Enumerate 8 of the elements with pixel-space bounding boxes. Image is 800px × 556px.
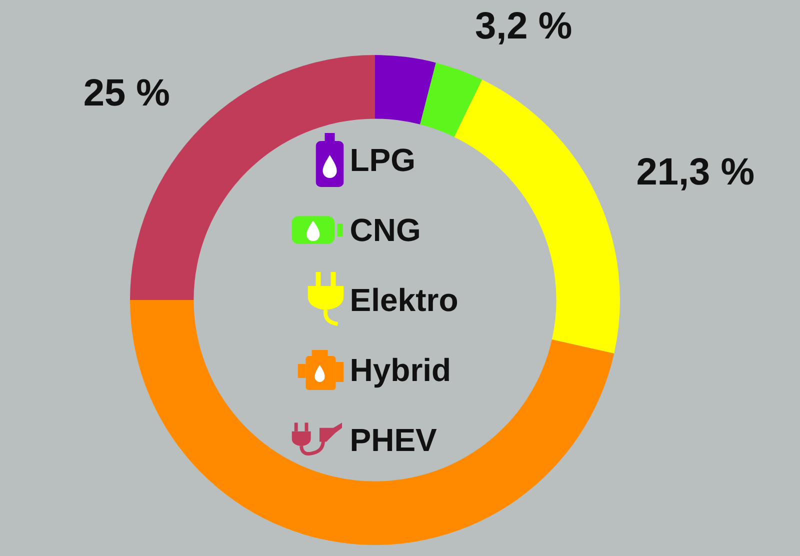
legend-label: CNG [350, 212, 421, 248]
legend-label: Elektro [350, 282, 458, 318]
data-label: 25 % [83, 72, 170, 114]
legend-label: Hybrid [350, 352, 452, 388]
data-label: 21,3 % [636, 152, 755, 194]
legend-label: PHEV [350, 422, 437, 458]
legend-label: LPG [350, 142, 416, 178]
data-label: 3,2 % [474, 5, 572, 48]
